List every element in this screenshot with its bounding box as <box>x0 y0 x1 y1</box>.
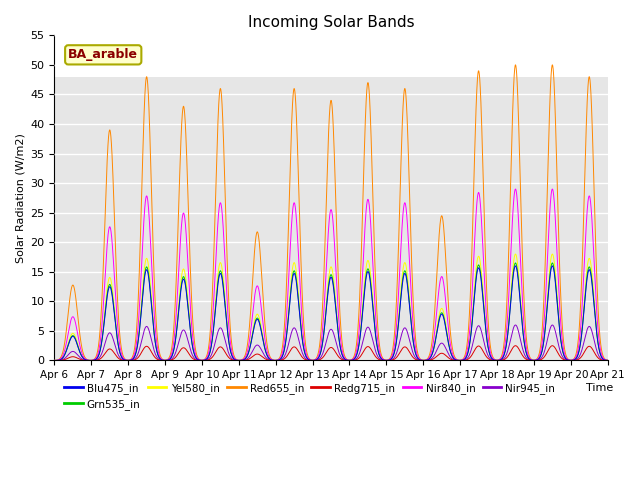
Text: BA_arable: BA_arable <box>68 48 138 61</box>
Y-axis label: Solar Radiation (W/m2): Solar Radiation (W/m2) <box>15 133 25 263</box>
Title: Incoming Solar Bands: Incoming Solar Bands <box>248 15 414 30</box>
Legend: Blu475_in, Grn535_in, Yel580_in, Red655_in, Redg715_in, Nir840_in, Nir945_in: Blu475_in, Grn535_in, Yel580_in, Red655_… <box>60 378 559 414</box>
Bar <box>54 77 608 360</box>
Text: Time: Time <box>586 383 613 393</box>
